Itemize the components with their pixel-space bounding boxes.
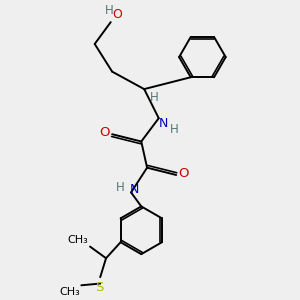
Text: H: H [116,181,124,194]
Text: CH₃: CH₃ [59,287,80,297]
Text: N: N [130,183,139,196]
Text: O: O [178,167,189,180]
Text: N: N [159,117,168,130]
Text: H: H [149,91,158,103]
Text: H: H [169,123,178,136]
Text: S: S [95,280,104,294]
Text: O: O [112,8,122,21]
Text: H: H [105,4,114,17]
Text: O: O [100,126,110,139]
Text: CH₃: CH₃ [68,235,88,245]
